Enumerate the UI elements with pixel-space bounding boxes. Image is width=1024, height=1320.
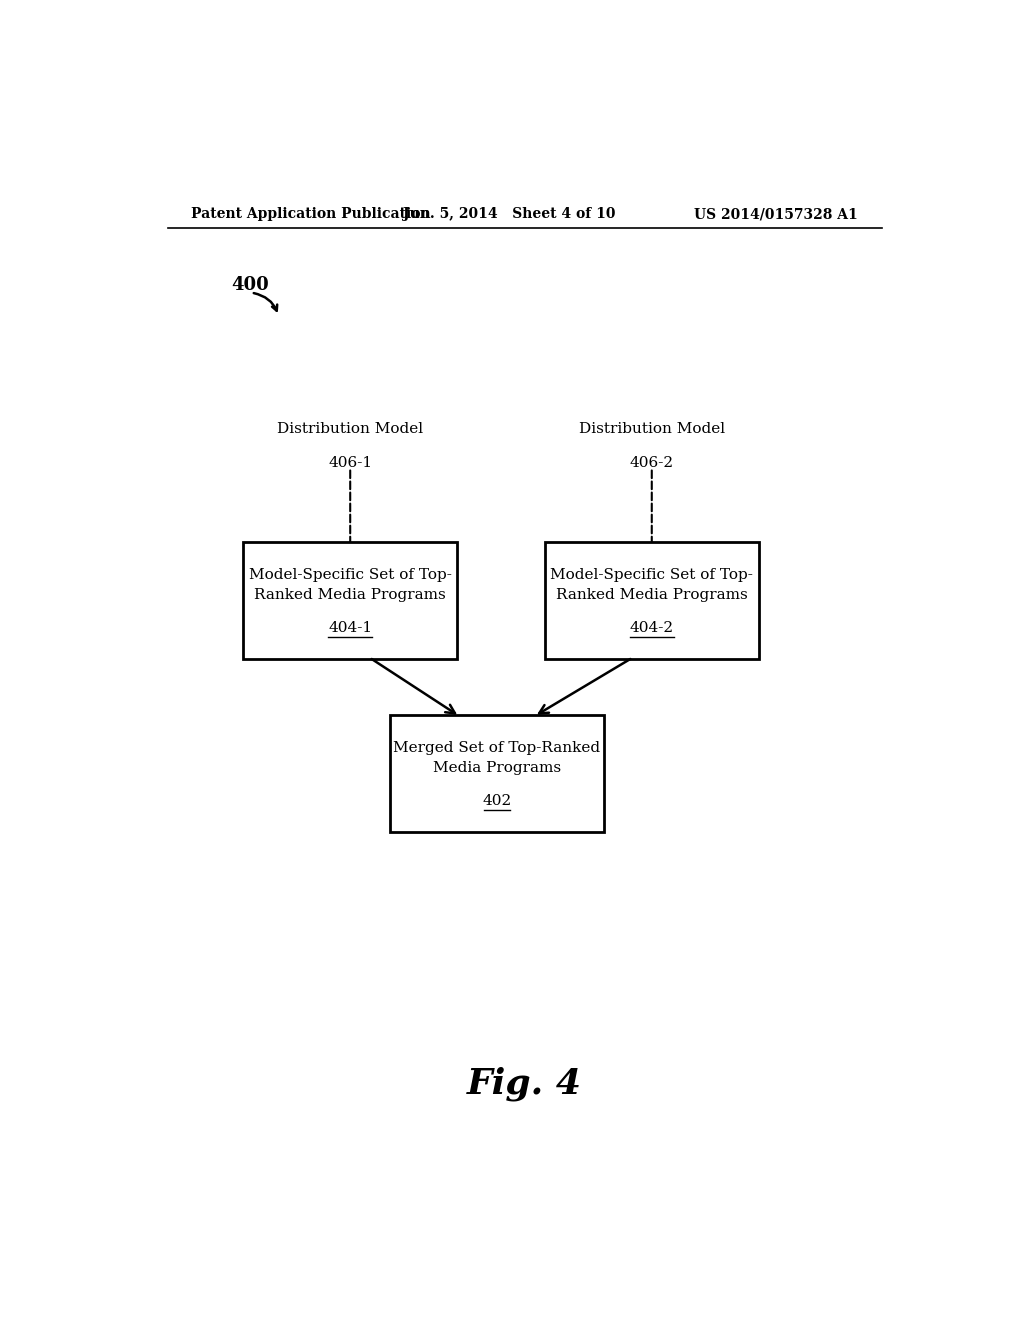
Text: Distribution Model: Distribution Model (579, 422, 725, 436)
Text: Ranked Media Programs: Ranked Media Programs (254, 589, 446, 602)
Text: Ranked Media Programs: Ranked Media Programs (556, 589, 748, 602)
Text: 404-1: 404-1 (328, 620, 373, 635)
FancyBboxPatch shape (545, 543, 759, 659)
FancyBboxPatch shape (243, 543, 458, 659)
FancyBboxPatch shape (390, 715, 604, 832)
Text: 406-2: 406-2 (630, 457, 674, 470)
Text: Model-Specific Set of Top-: Model-Specific Set of Top- (249, 568, 452, 582)
Text: US 2014/0157328 A1: US 2014/0157328 A1 (694, 207, 858, 222)
Text: Merged Set of Top-Ranked: Merged Set of Top-Ranked (393, 741, 601, 755)
Text: 402: 402 (482, 793, 512, 808)
Text: Distribution Model: Distribution Model (278, 422, 423, 436)
Text: Media Programs: Media Programs (433, 762, 561, 775)
Text: Fig. 4: Fig. 4 (467, 1067, 583, 1101)
Text: 400: 400 (231, 276, 269, 294)
Text: Model-Specific Set of Top-: Model-Specific Set of Top- (550, 568, 754, 582)
Text: Jun. 5, 2014   Sheet 4 of 10: Jun. 5, 2014 Sheet 4 of 10 (402, 207, 615, 222)
Text: Patent Application Publication: Patent Application Publication (191, 207, 431, 222)
Text: 404-2: 404-2 (630, 620, 674, 635)
Text: 406-1: 406-1 (328, 457, 373, 470)
